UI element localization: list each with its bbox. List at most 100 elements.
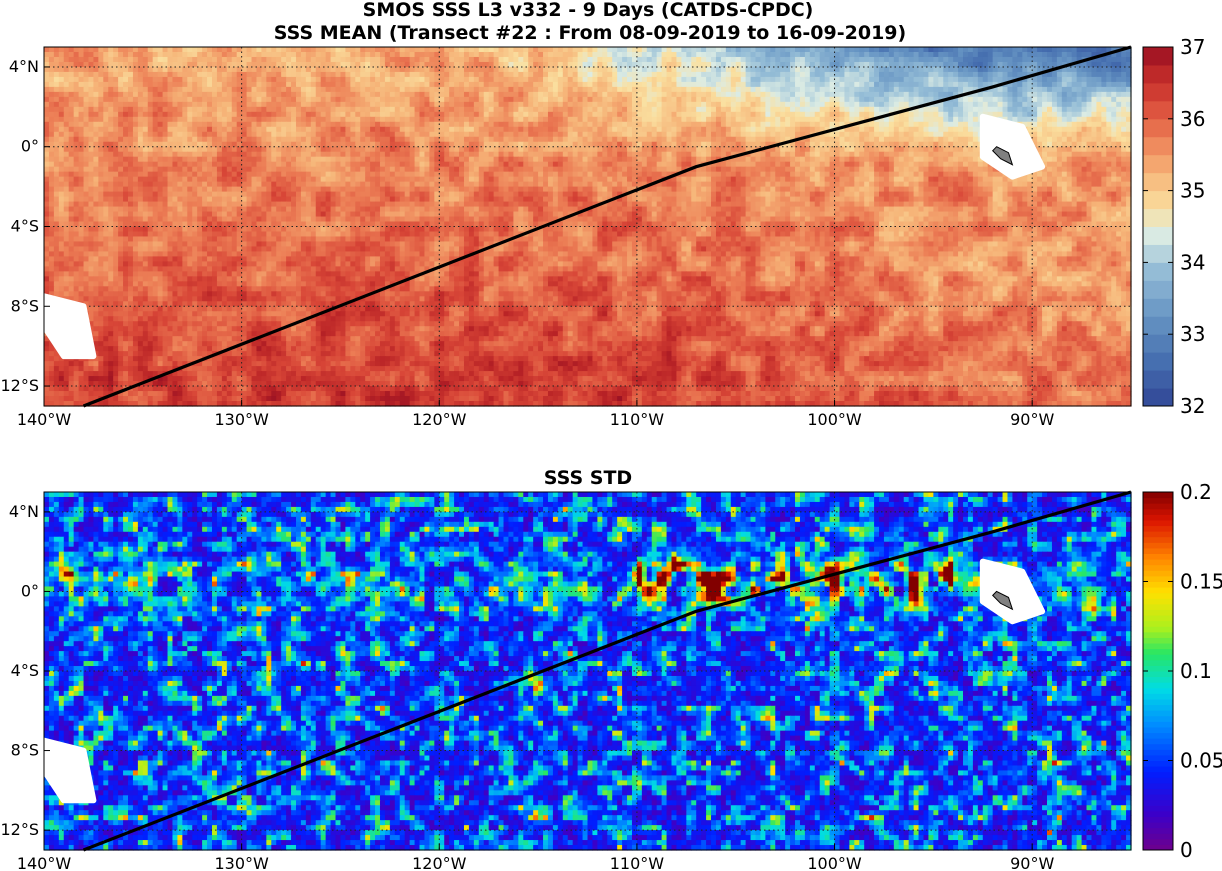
heatmap-cell bbox=[661, 136, 668, 143]
heatmap-cell bbox=[488, 51, 495, 58]
heatmap-cell bbox=[518, 131, 524, 138]
heatmap-cell bbox=[671, 71, 678, 78]
heatmap-cell bbox=[785, 131, 791, 138]
heatmap-cell bbox=[908, 121, 915, 128]
heatmap-cell bbox=[315, 106, 322, 113]
heatmap-cell bbox=[854, 151, 860, 158]
heatmap-cell bbox=[597, 56, 603, 63]
heatmap-cell bbox=[48, 156, 55, 163]
heatmap-cell bbox=[948, 86, 954, 93]
heatmap-cell bbox=[651, 111, 658, 118]
heatmap-cell bbox=[656, 126, 663, 133]
heatmap-cell bbox=[454, 141, 460, 148]
heatmap-cell bbox=[93, 81, 99, 88]
heatmap-cell bbox=[814, 76, 821, 83]
heatmap-cell bbox=[953, 91, 959, 98]
heatmap-cell bbox=[152, 71, 159, 78]
heatmap-cell bbox=[918, 146, 925, 153]
heatmap-cell bbox=[1027, 76, 1033, 83]
heatmap-cell bbox=[414, 76, 421, 83]
heatmap-cell bbox=[1071, 111, 1078, 118]
heatmap-cell bbox=[1101, 71, 1107, 78]
heatmap-cell bbox=[992, 106, 999, 113]
heatmap-cell bbox=[211, 126, 218, 133]
heatmap-cell bbox=[177, 106, 183, 113]
heatmap-cell bbox=[78, 106, 85, 113]
heatmap-cell bbox=[508, 61, 514, 68]
heatmap-cell bbox=[562, 51, 569, 58]
heatmap-cell bbox=[671, 131, 678, 138]
heatmap-cell bbox=[686, 101, 692, 108]
heatmap-cell bbox=[641, 66, 648, 73]
heatmap-cell bbox=[587, 91, 594, 98]
heatmap-cell bbox=[1126, 76, 1132, 83]
heatmap-cell bbox=[775, 51, 781, 58]
heatmap-cell bbox=[473, 151, 480, 158]
heatmap-cell bbox=[261, 151, 267, 158]
heatmap-cell bbox=[1047, 56, 1053, 63]
heatmap-cell bbox=[152, 91, 159, 98]
heatmap-cell bbox=[187, 76, 193, 83]
heatmap-cell bbox=[518, 106, 524, 113]
heatmap-cell bbox=[543, 101, 549, 108]
heatmap-cell bbox=[528, 131, 534, 138]
heatmap-cell bbox=[276, 76, 282, 83]
heatmap-cell bbox=[1071, 91, 1078, 98]
heatmap-cell bbox=[58, 101, 65, 108]
heatmap-cell bbox=[162, 66, 169, 73]
heatmap-cell bbox=[790, 86, 796, 93]
heatmap-cell bbox=[478, 111, 485, 118]
heatmap-cell bbox=[938, 116, 944, 123]
heatmap-cell bbox=[236, 47, 243, 53]
heatmap-cell bbox=[291, 136, 297, 143]
heatmap-cell bbox=[631, 56, 638, 63]
heatmap-cell bbox=[730, 96, 737, 103]
heatmap-cell bbox=[256, 86, 262, 93]
heatmap-cell bbox=[928, 96, 934, 103]
heatmap-cell bbox=[53, 81, 60, 88]
heatmap-cell bbox=[928, 136, 934, 143]
heatmap-cell bbox=[236, 121, 243, 128]
heatmap-cell bbox=[246, 131, 253, 138]
heatmap-cell bbox=[360, 151, 366, 158]
heatmap-cell bbox=[809, 56, 816, 63]
heatmap-cell bbox=[330, 136, 337, 143]
heatmap-cell bbox=[404, 146, 411, 153]
heatmap-cell bbox=[459, 151, 465, 158]
heatmap-cell bbox=[513, 121, 519, 128]
heatmap-cell bbox=[236, 106, 243, 113]
heatmap-cell bbox=[686, 146, 692, 153]
heatmap-cell bbox=[449, 91, 455, 98]
heatmap-cell bbox=[523, 76, 529, 83]
heatmap-cell bbox=[1111, 111, 1117, 118]
heatmap-cell bbox=[518, 81, 524, 88]
heatmap-cell bbox=[221, 71, 228, 78]
heatmap-cell bbox=[192, 126, 198, 133]
heatmap-cell bbox=[419, 91, 426, 98]
heatmap-cell bbox=[152, 116, 159, 123]
heatmap-cell bbox=[63, 116, 70, 123]
heatmap-cell bbox=[389, 96, 396, 103]
heatmap-cell bbox=[656, 121, 663, 128]
heatmap-cell bbox=[513, 146, 519, 153]
heatmap-cell bbox=[439, 71, 445, 78]
heatmap-cell bbox=[78, 86, 85, 93]
heatmap-cell bbox=[152, 151, 159, 158]
heatmap-cell bbox=[152, 61, 159, 68]
heatmap-cell bbox=[612, 81, 618, 88]
heatmap-cell bbox=[503, 111, 510, 118]
heatmap-cell bbox=[780, 106, 786, 113]
heatmap-cell bbox=[187, 116, 193, 123]
heatmap-cell bbox=[622, 81, 628, 88]
heatmap-cell bbox=[325, 106, 332, 113]
heatmap-cell bbox=[444, 66, 450, 73]
heatmap-cell bbox=[429, 71, 435, 78]
heatmap-cell bbox=[78, 121, 85, 128]
heatmap-cell bbox=[938, 51, 944, 58]
heatmap-cell bbox=[622, 61, 628, 68]
heatmap-cell bbox=[419, 76, 426, 83]
heatmap-cell bbox=[518, 76, 524, 83]
heatmap-cell bbox=[953, 146, 959, 153]
heatmap-cell bbox=[231, 51, 238, 58]
heatmap-cell bbox=[666, 156, 673, 163]
